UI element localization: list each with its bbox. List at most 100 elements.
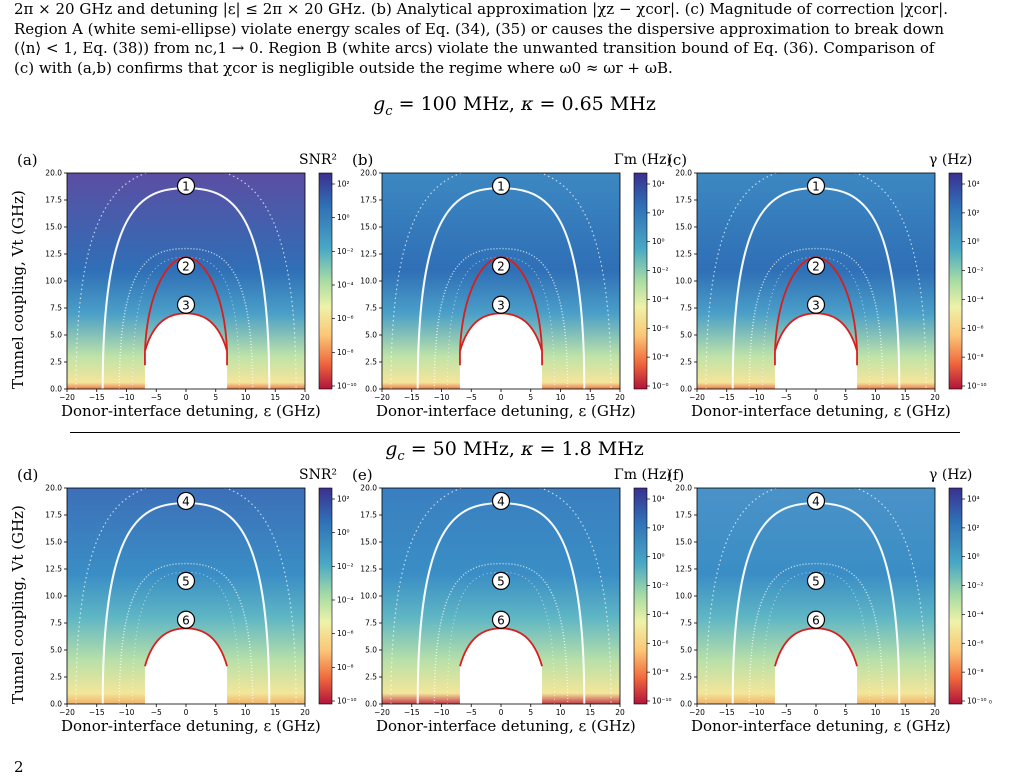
row-title-top: gc = 100 MHz, κ = 0.65 MHz — [0, 93, 1029, 119]
y-tick-label: 12.5 — [360, 250, 377, 259]
x-tick-label: 5 — [213, 393, 218, 402]
y-tick-label: 0.0 — [365, 385, 377, 394]
colorbar — [633, 487, 648, 705]
x-tick-label: −5 — [151, 708, 162, 717]
heatmap-fill — [697, 488, 935, 704]
heatmap-fill — [67, 488, 305, 704]
x-tick-label: −20 — [689, 393, 705, 402]
colorbar-tick-label: 10⁻⁸ — [652, 353, 669, 362]
colorbar-unit: SNR² — [299, 152, 337, 168]
colorbar-tick-label: 10⁻⁶ — [337, 314, 354, 323]
x-tick-label: 0 — [499, 393, 504, 402]
colorbar-tick-label: 10⁻⁶ — [652, 639, 669, 648]
svg-text:5: 5 — [812, 574, 820, 588]
x-tick-label: 20 — [300, 708, 310, 717]
x-axis-label: Donor-interface detuning, ε (GHz) — [61, 402, 321, 420]
colorbar-tick-label: 10⁻⁶ — [652, 324, 669, 333]
region-a-semi-ellipse — [459, 313, 543, 389]
colorbar-tick-label: 10⁻⁸ — [337, 348, 354, 357]
y-tick-label: 20.0 — [675, 169, 692, 178]
region-b-arc — [131, 571, 241, 705]
region-b-arc — [101, 187, 271, 390]
region-marker-4: 4 — [176, 491, 196, 511]
colorbar-tick-label: 10² — [337, 180, 350, 189]
x-tick-label: −20 — [59, 708, 75, 717]
caption-line: (c) with (a,b) confirms that χcor is neg… — [14, 58, 673, 77]
colorbar-tick-label: 10⁻⁴ — [337, 596, 354, 605]
colorbar-tick-label: 10⁻⁶ — [967, 639, 984, 648]
x-tick-label: 0 — [814, 393, 819, 402]
row-divider — [70, 432, 960, 433]
axes-frame — [696, 487, 936, 705]
svg-text:3: 3 — [497, 298, 505, 312]
panel-label: (b) — [352, 151, 374, 169]
region-marker-2: 2 — [806, 256, 826, 275]
region-a-semi-ellipse — [774, 628, 858, 704]
red-boundary — [774, 256, 858, 352]
colorbar-tick-label: 10⁻⁸ — [337, 663, 354, 672]
cut-off-text: 2 — [14, 758, 24, 776]
region-marker-2: 2 — [491, 256, 511, 275]
red-boundary — [459, 312, 543, 352]
region-b-arc — [416, 187, 586, 390]
y-tick-label: 5.0 — [680, 646, 692, 655]
colorbar-tick-label: 10⁻⁶ — [337, 629, 354, 638]
x-tick-label: 10 — [241, 393, 251, 402]
y-tick-label: 20.0 — [675, 484, 692, 493]
x-tick-label: 5 — [843, 393, 848, 402]
heatmap-fill — [382, 173, 620, 389]
colorbar-tick-label: 10⁰ — [967, 237, 980, 246]
y-tick-label: 10.0 — [675, 592, 692, 601]
svg-text:2: 2 — [812, 259, 820, 273]
y-tick-label: 7.5 — [365, 304, 377, 313]
y-tick-label: 15.0 — [360, 538, 377, 547]
y-tick-label: 2.5 — [50, 358, 62, 367]
x-tick-label: 5 — [528, 708, 533, 717]
axes-frame — [696, 172, 936, 390]
x-tick-label: 15 — [585, 393, 595, 402]
region-b-arc — [705, 166, 927, 390]
title-rest: = 50 MHz, — [404, 438, 522, 460]
colorbar-tick-label: 10⁻⁴ — [967, 295, 984, 304]
y-tick-label: 20.0 — [360, 169, 377, 178]
region-b-arc — [416, 502, 586, 705]
x-tick-label: 0 — [499, 708, 504, 717]
title-kappa: κ — [521, 93, 534, 115]
y-tick-label: 10.0 — [675, 277, 692, 286]
y-tick-label: 20.0 — [45, 484, 62, 493]
y-tick-label: 15.0 — [45, 223, 62, 232]
colorbar-tick-label: 10² — [967, 208, 980, 217]
red-boundary — [774, 627, 858, 667]
svg-text:4: 4 — [812, 494, 820, 508]
y-tick-label: 20.0 — [360, 484, 377, 493]
region-marker-6: 6 — [491, 610, 511, 629]
caption-line: Region A (white semi-ellipse) violate en… — [14, 19, 945, 38]
title-g: g — [385, 438, 398, 460]
region-b-arc — [101, 502, 271, 705]
region-marker-1: 1 — [176, 176, 196, 196]
region-a-semi-ellipse — [774, 313, 858, 389]
colorbar-tick-label: 10⁻² — [652, 266, 669, 275]
y-tick-label: 15.0 — [360, 223, 377, 232]
region-marker-3: 3 — [806, 295, 826, 314]
x-tick-label: 10 — [871, 393, 881, 402]
title-rest: = 100 MHz, — [392, 93, 521, 115]
colorbar-tick-label: 10⁴ — [652, 495, 665, 504]
y-tick-label: 7.5 — [680, 304, 692, 313]
title-sub: c — [397, 448, 405, 464]
colorbar-tick-label: 10⁻⁸ — [967, 668, 984, 677]
colorbar — [318, 172, 333, 390]
region-marker-6: 6 — [806, 610, 826, 629]
region-marker-5: 5 — [491, 571, 511, 590]
x-axis-label: Donor-interface detuning, ε (GHz) — [691, 402, 951, 420]
colorbar-tick-label: 10⁻⁰ — [652, 382, 669, 391]
colorbar-tick-label: 10⁰ — [337, 528, 350, 537]
y-tick-label: 12.5 — [675, 565, 692, 574]
colorbar-tick-label: 10² — [652, 208, 665, 217]
title-sub: c — [385, 103, 393, 119]
x-tick-label: −20 — [689, 708, 705, 717]
region-marker-5: 5 — [176, 571, 196, 590]
region-b-arc — [446, 256, 556, 390]
y-tick-label: 17.5 — [45, 196, 62, 205]
caption-line: (⟨n⟩ < 1, Eq. (38)) from nc,1 → 0. Regio… — [14, 39, 935, 57]
